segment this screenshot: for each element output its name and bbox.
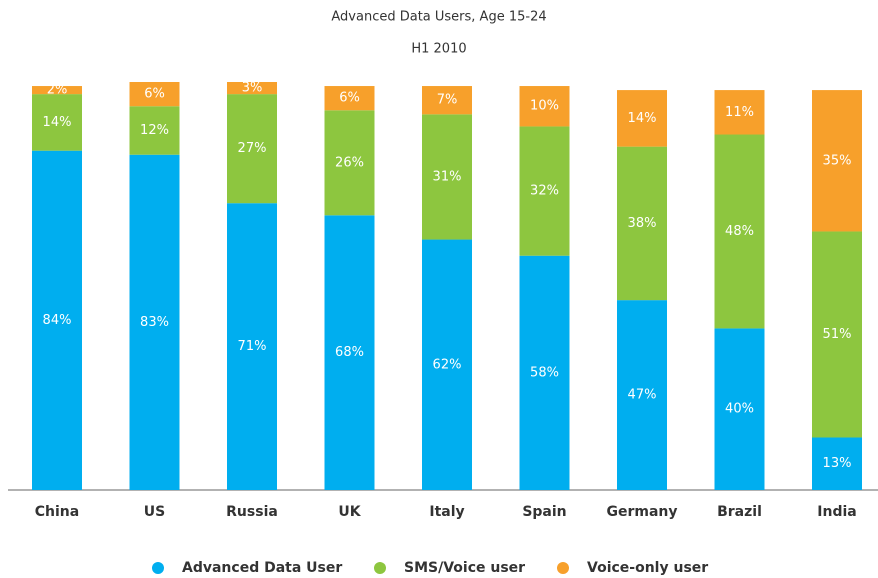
bar-segment [617, 146, 667, 301]
value-label: 51% [823, 327, 852, 342]
value-label: 7% [437, 93, 458, 108]
bar-segment [812, 437, 862, 490]
value-label: 12% [140, 123, 169, 138]
x-tick-label: US [144, 504, 165, 520]
value-label: 38% [628, 216, 657, 231]
value-label: 10% [530, 99, 559, 114]
x-tick-label: Spain [522, 504, 566, 520]
bar-segment [519, 126, 570, 256]
bar-segment [617, 90, 667, 147]
value-label: 35% [823, 153, 852, 168]
bar-segment [227, 94, 277, 204]
bar-segment [617, 300, 667, 490]
bar-segment [812, 90, 862, 232]
bar-segment [422, 239, 472, 490]
bar-segment [519, 255, 570, 490]
bar-segment [714, 90, 765, 135]
value-label: 27% [238, 141, 267, 156]
bar-segment [227, 82, 277, 95]
bar-segment [324, 215, 375, 490]
x-tick-label: Italy [429, 504, 464, 520]
bar-segment [129, 82, 180, 107]
legend-label: SMS/Voice user [404, 560, 525, 576]
legend-label: Advanced Data User [182, 560, 342, 576]
value-label: 84% [43, 313, 72, 328]
bar-segment [324, 86, 375, 111]
bar-segment [129, 106, 180, 155]
x-tick-label: Germany [606, 504, 677, 520]
value-label: 32% [530, 184, 559, 199]
bar-segment [519, 86, 570, 127]
bar-segment [32, 150, 82, 490]
bar-segment [714, 328, 765, 490]
value-label: 2% [47, 83, 68, 98]
x-tick-label: Brazil [717, 504, 762, 520]
chart-subtitle: H1 2010 [411, 42, 466, 57]
value-label: 47% [628, 388, 657, 403]
value-label: 13% [823, 456, 852, 471]
value-label: 26% [335, 155, 364, 170]
bar-segment [422, 86, 472, 115]
x-tick-label: UK [338, 504, 361, 520]
bar-segment [227, 203, 277, 491]
bar-segment [32, 86, 82, 95]
x-tick-label: India [817, 504, 856, 520]
bar-segment [32, 94, 82, 151]
value-label: 71% [238, 339, 267, 354]
bar-segment [812, 231, 862, 438]
value-label: 14% [43, 115, 72, 130]
x-tick-label: Russia [226, 504, 278, 520]
x-tick-label: China [35, 504, 79, 520]
legend-marker [152, 562, 164, 574]
value-label: 6% [339, 91, 360, 106]
value-label: 62% [433, 357, 462, 372]
legend-marker [557, 562, 569, 574]
value-label: 14% [628, 111, 657, 126]
bar-segment [714, 134, 765, 329]
value-label: 48% [725, 224, 754, 239]
value-label: 83% [140, 315, 169, 330]
value-label: 3% [242, 81, 263, 96]
value-label: 68% [335, 345, 364, 360]
value-label: 6% [144, 87, 165, 102]
value-label: 11% [725, 105, 754, 120]
legend-marker [374, 562, 386, 574]
legend-label: Voice-only user [587, 560, 708, 576]
bar-segment [129, 154, 180, 490]
value-label: 40% [725, 402, 754, 417]
value-label: 58% [530, 365, 559, 380]
chart-title: Advanced Data Users, Age 15-24 [331, 10, 546, 25]
bar-segment [422, 114, 472, 240]
value-label: 31% [433, 169, 462, 184]
bar-segment [324, 110, 375, 216]
